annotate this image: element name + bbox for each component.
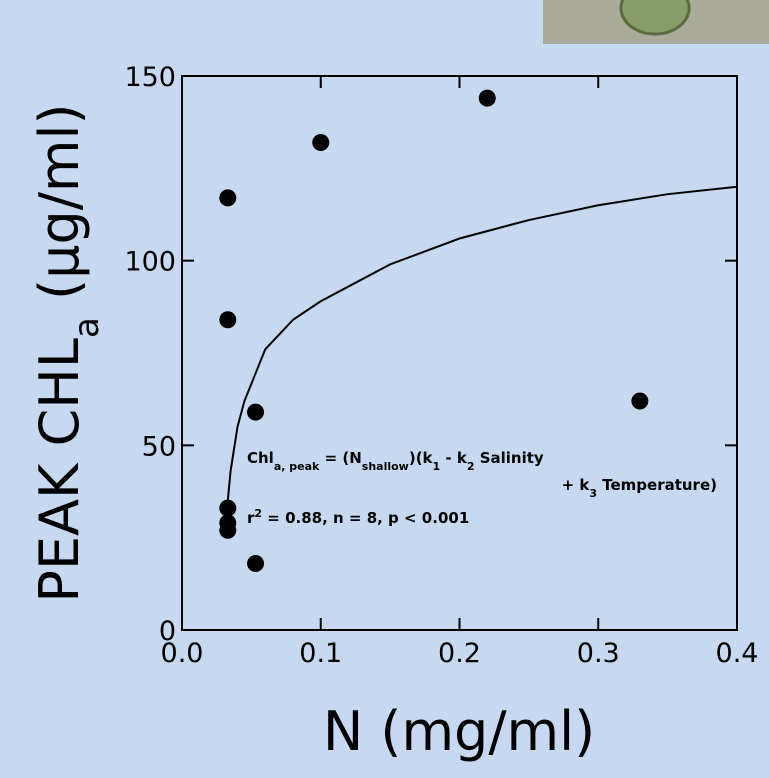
point [219,189,237,207]
point [312,133,330,151]
y-tick-label: 150 [124,62,176,93]
ann-text: - k [440,449,468,467]
x-tick-label: 0.0 [161,638,204,669]
point [478,89,496,107]
x-axis-title: N (mg/ml) [323,700,595,763]
photo-cell [619,0,691,36]
ann-text: Salinity [475,449,544,467]
annotation-line: + k3 Temperature) [562,476,717,500]
x-tick-label: 0.1 [299,638,342,669]
y-axis-title-unit: (µg/ml) [28,103,91,317]
y-axis-title: PEAK CHLa (µg/ml) [28,103,107,602]
ann-sub: a, peak [274,460,320,473]
annotation: Chla, peak = (Nshallow)(k1 - k2 Salinity… [247,449,717,527]
ann-sub: 1 [433,460,441,473]
point [219,311,237,329]
y-axis-title-main: PEAK CHL [28,338,91,603]
ann-text: Chl [247,449,274,467]
x-tick-label: 0.4 [716,638,759,669]
y-axis-title-sub: a [67,317,107,338]
point [247,403,265,421]
ann-text: = 0.88, n = 8, p < 0.001 [262,509,469,527]
ann-text: r [247,509,255,527]
annotation-line: r2 = 0.88, n = 8, p < 0.001 [247,507,469,528]
ann-sub: 2 [467,460,475,473]
ann-sub: shallow [362,460,409,473]
x-tick-label: 0.2 [438,638,481,669]
ann-text: = (N [319,449,361,467]
ann-sup: 2 [254,507,262,520]
ann-sub: 3 [589,487,597,500]
point [247,555,265,573]
y-tick-label: 0 [159,616,176,647]
y-tick-label: 100 [124,247,176,278]
fit-line [226,185,738,501]
annotation-line: Chla, peak = (Nshallow)(k1 - k2 Salinity [247,449,544,473]
point [219,499,237,517]
point [219,521,237,539]
y-tick-label: 50 [142,431,176,462]
ann-text: )(k [409,449,434,467]
plot-frame [181,75,738,631]
ann-text: + k [562,476,591,494]
x-tick-label: 0.3 [577,638,620,669]
point [631,392,649,410]
ann-text: Temperature) [597,476,717,494]
